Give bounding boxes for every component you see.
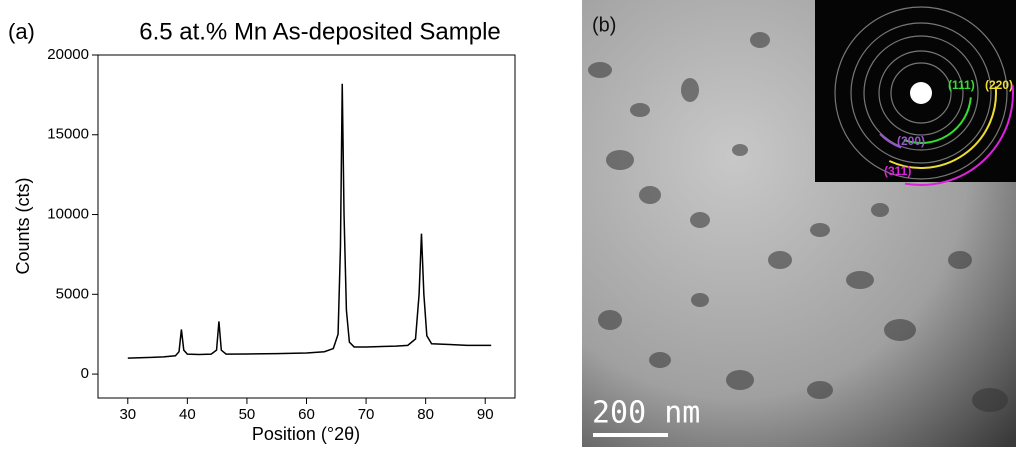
ring-arc: [903, 97, 972, 144]
x-axis-label: Position (°2θ): [252, 424, 360, 444]
x-tick-label: 40: [179, 406, 196, 423]
panel-label: (a): [8, 19, 35, 44]
ring-label: (220): [985, 78, 1013, 92]
ring-label: (200): [897, 134, 925, 148]
scale-bar: [593, 433, 668, 437]
y-axis-label: Counts (cts): [13, 177, 33, 274]
y-tick-label: 15000: [47, 126, 89, 143]
ring-label: (111): [948, 78, 975, 92]
plot-frame: [97, 54, 516, 399]
x-tick-label: 30: [119, 406, 136, 423]
x-tick-label: 60: [298, 406, 315, 423]
grains: [588, 32, 1008, 412]
chart-title: 6.5 at.% Mn As-deposited Sample: [139, 18, 501, 45]
tem-image: (111) (220) (200) (311) (b) 200 nm: [582, 0, 1016, 447]
xrd-line: [127, 83, 492, 359]
x-tick-label: 90: [477, 406, 494, 423]
x-tick-label: 70: [358, 406, 375, 423]
ring-arc: [904, 84, 1014, 186]
y-tick-label: 10000: [47, 206, 89, 223]
y-tick-label: 0: [81, 365, 89, 382]
ring-labels: (111) (220) (200) (311): [879, 78, 1014, 186]
ring-label: (311): [884, 164, 911, 178]
ring-arc: [879, 133, 902, 149]
y-tick-label: 20000: [47, 46, 89, 63]
panel-label: (b): [592, 14, 616, 36]
ring-arc: [888, 86, 997, 169]
x-tick-label: 80: [417, 406, 434, 423]
y-tick-label: 5000: [56, 285, 89, 302]
x-tick-label: 50: [239, 406, 256, 423]
diffraction-rings: [834, 6, 1008, 180]
central-beam: [910, 82, 932, 104]
scale-bar-label: 200 nm: [592, 396, 700, 431]
